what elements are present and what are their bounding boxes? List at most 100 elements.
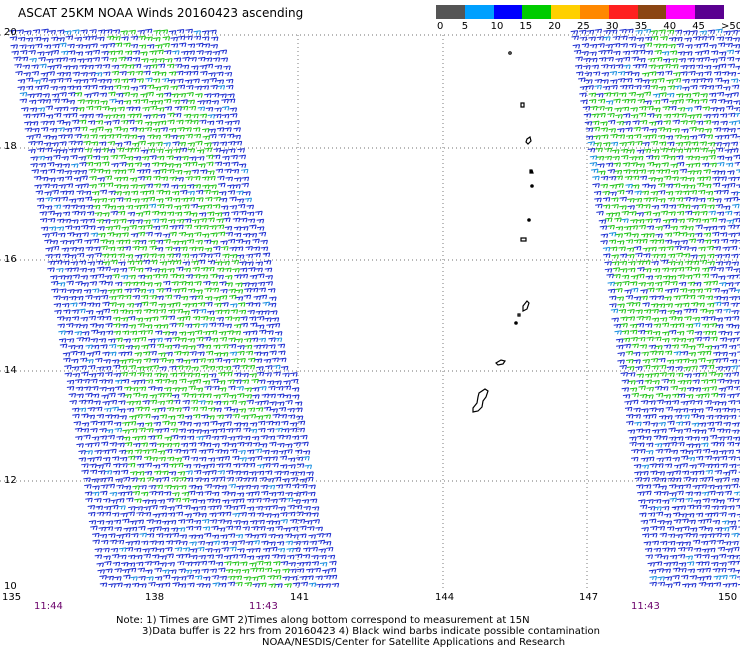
wind-barb xyxy=(127,219,135,224)
wind-barb xyxy=(262,547,271,553)
wind-barb xyxy=(609,71,618,76)
wind-barb xyxy=(181,253,190,259)
wind-barb xyxy=(137,366,145,371)
wind-barb xyxy=(644,268,652,273)
wind-barb xyxy=(588,98,597,104)
wind-barb xyxy=(268,302,277,308)
wind-barb xyxy=(693,322,701,328)
wind-barb xyxy=(198,505,207,511)
wind-barb xyxy=(714,485,723,490)
wind-barb xyxy=(630,275,639,280)
wind-barb xyxy=(608,295,617,301)
wind-barb xyxy=(88,373,97,378)
wind-barb xyxy=(123,239,131,245)
wind-barb xyxy=(194,85,203,91)
wind-barb xyxy=(73,177,82,182)
wind-barb xyxy=(235,246,244,251)
wind-barb xyxy=(154,232,162,238)
wind-barb xyxy=(102,261,111,266)
wind-barb xyxy=(130,35,139,41)
wind-barb xyxy=(156,198,164,203)
wind-barb xyxy=(718,56,726,62)
wind-barb xyxy=(655,392,664,398)
wind-barb xyxy=(149,58,158,63)
wind-barb xyxy=(628,91,637,97)
wind-barb xyxy=(278,407,287,412)
wind-barb xyxy=(77,58,85,64)
wind-barb xyxy=(233,184,241,189)
wind-barb xyxy=(581,50,589,56)
wind-barb xyxy=(37,51,45,57)
wind-barb xyxy=(687,568,696,574)
wind-barb xyxy=(66,385,75,391)
wind-barb xyxy=(189,541,197,547)
wind-barb xyxy=(86,254,94,259)
wind-barb xyxy=(644,373,653,379)
wind-barb xyxy=(630,287,639,293)
wind-barb xyxy=(600,240,608,245)
wind-barb xyxy=(84,57,93,63)
wind-barb xyxy=(680,71,688,76)
wind-barb xyxy=(41,28,49,34)
wind-barb xyxy=(209,29,217,35)
wind-barb xyxy=(290,477,299,482)
wind-barb xyxy=(291,534,299,539)
wind-barb xyxy=(708,547,716,553)
wind-barb xyxy=(731,477,740,483)
wind-barb xyxy=(201,79,210,84)
wind-barb xyxy=(138,239,147,245)
wind-barb xyxy=(619,84,628,90)
wind-barb xyxy=(641,190,650,196)
wind-barb xyxy=(275,484,284,489)
wind-barb xyxy=(322,569,330,574)
wind-barb xyxy=(316,533,324,538)
wind-barb xyxy=(82,331,90,336)
wind-barb xyxy=(140,99,149,104)
wind-barb xyxy=(284,583,292,588)
wind-barb xyxy=(695,400,703,405)
wind-barb xyxy=(119,161,127,167)
wind-barb xyxy=(159,268,167,273)
wind-barb xyxy=(42,183,51,189)
wind-barb xyxy=(68,392,77,398)
wind-barb xyxy=(176,365,184,370)
wind-barb xyxy=(685,497,693,503)
wind-barb xyxy=(636,373,645,379)
wind-barb xyxy=(717,499,725,504)
wind-barb xyxy=(730,302,739,308)
wind-barb xyxy=(217,519,226,524)
wind-barb xyxy=(692,92,700,97)
wind-barb xyxy=(33,175,42,181)
wind-barb xyxy=(737,520,740,522)
wind-barb xyxy=(102,351,110,357)
wind-barb xyxy=(282,428,290,433)
wind-barb xyxy=(102,301,110,307)
wind-barb xyxy=(191,119,199,125)
wind-barb xyxy=(627,365,635,371)
wind-barb xyxy=(99,289,108,295)
wind-barb xyxy=(703,169,711,174)
wind-barb xyxy=(309,498,318,504)
wind-barb xyxy=(158,303,166,308)
wind-barb xyxy=(727,568,736,573)
wind-barb xyxy=(649,71,657,76)
wind-barb xyxy=(59,141,67,146)
wind-barb xyxy=(699,308,708,314)
wind-barb xyxy=(710,106,718,112)
wind-barb xyxy=(105,476,114,482)
wind-barb xyxy=(197,546,205,552)
wind-barb xyxy=(157,400,166,406)
wind-barb xyxy=(118,351,126,357)
wind-barb xyxy=(734,161,740,166)
wind-barb xyxy=(197,351,205,357)
wind-barb xyxy=(661,505,670,511)
wind-barb xyxy=(719,567,727,573)
wind-barb xyxy=(691,141,699,147)
wind-barb xyxy=(228,343,237,349)
wind-barb xyxy=(48,177,56,183)
wind-barb xyxy=(140,149,149,154)
wind-barb xyxy=(268,337,276,343)
wind-barb xyxy=(308,582,317,588)
wind-barb xyxy=(35,140,44,146)
wind-barb xyxy=(264,567,273,573)
